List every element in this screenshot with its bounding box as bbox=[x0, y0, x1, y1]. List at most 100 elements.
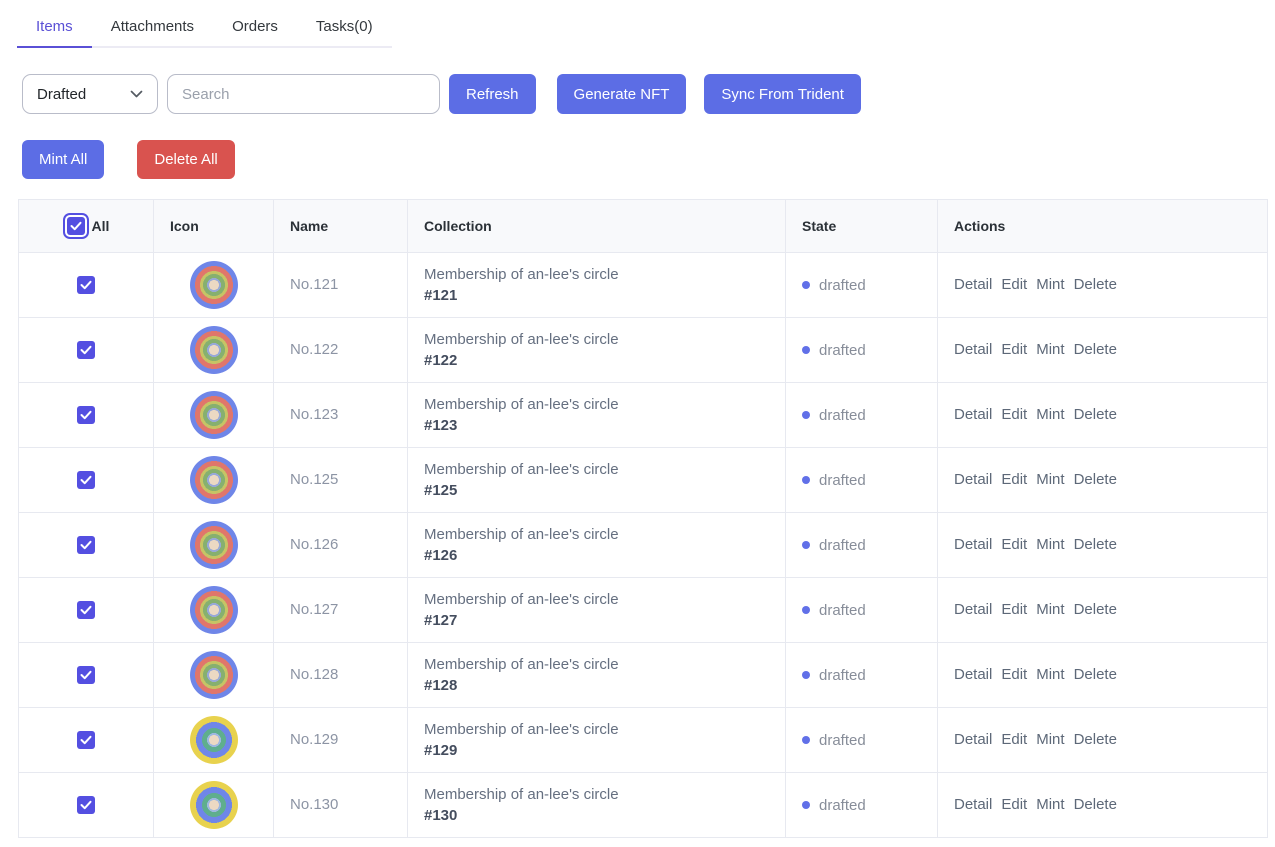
delete-link[interactable]: Delete bbox=[1073, 601, 1117, 618]
mint-link[interactable]: Mint bbox=[1036, 276, 1065, 293]
edit-link[interactable]: Edit bbox=[1001, 341, 1028, 358]
row-checkbox[interactable] bbox=[77, 405, 95, 424]
detail-link[interactable]: Detail bbox=[954, 276, 993, 293]
tab-bar: Items Attachments Orders Tasks(0) bbox=[17, 10, 392, 48]
delete-link[interactable]: Delete bbox=[1073, 341, 1117, 358]
item-name: No.123 bbox=[290, 406, 339, 423]
search-input[interactable] bbox=[167, 74, 440, 114]
tab-items[interactable]: Items bbox=[17, 10, 92, 48]
detail-link[interactable]: Detail bbox=[954, 731, 993, 748]
delete-link[interactable]: Delete bbox=[1073, 471, 1117, 488]
collection-token-id: #125 bbox=[424, 482, 458, 499]
edit-link[interactable]: Edit bbox=[1001, 406, 1028, 423]
collection-name: Membership of an-lee's circle bbox=[424, 721, 619, 738]
edit-link[interactable]: Edit bbox=[1001, 731, 1028, 748]
tab-attachments[interactable]: Attachments bbox=[110, 18, 195, 35]
row-checkbox[interactable] bbox=[77, 665, 95, 684]
detail-link[interactable]: Detail bbox=[954, 666, 993, 683]
state-dot-icon bbox=[802, 736, 810, 744]
row-checkbox[interactable] bbox=[77, 730, 95, 749]
mint-link[interactable]: Mint bbox=[1036, 536, 1065, 553]
detail-link[interactable]: Detail bbox=[954, 406, 993, 423]
state-label: drafted bbox=[819, 341, 866, 359]
state-label: drafted bbox=[819, 276, 866, 294]
refresh-button[interactable]: Refresh bbox=[449, 74, 536, 114]
mint-link[interactable]: Mint bbox=[1036, 601, 1065, 618]
detail-link[interactable]: Detail bbox=[954, 341, 993, 358]
row-actions-cell: Detail Edit Mint Delete bbox=[937, 512, 1268, 578]
state-dot-icon bbox=[802, 281, 810, 289]
mint-link[interactable]: Mint bbox=[1036, 406, 1065, 423]
row-actions-cell: Detail Edit Mint Delete bbox=[937, 382, 1268, 448]
item-name: No.127 bbox=[290, 601, 339, 618]
edit-link[interactable]: Edit bbox=[1001, 471, 1028, 488]
state-label: drafted bbox=[819, 601, 866, 619]
collection-name: Membership of an-lee's circle bbox=[424, 266, 619, 283]
delete-all-button[interactable]: Delete All bbox=[137, 140, 235, 179]
collection-name: Membership of an-lee's circle bbox=[424, 591, 619, 608]
delete-link[interactable]: Delete bbox=[1073, 666, 1117, 683]
state-filter-select[interactable]: Drafted bbox=[22, 74, 158, 114]
delete-link[interactable]: Delete bbox=[1073, 536, 1117, 553]
mint-link[interactable]: Mint bbox=[1036, 471, 1065, 488]
collection-token-id: #127 bbox=[424, 612, 458, 629]
detail-link[interactable]: Detail bbox=[954, 471, 993, 488]
nft-badge-icon bbox=[189, 651, 238, 699]
column-header-state: State bbox=[785, 199, 938, 253]
delete-link[interactable]: Delete bbox=[1073, 406, 1117, 423]
select-all-checkbox[interactable] bbox=[66, 217, 85, 235]
column-header-icon: Icon bbox=[153, 199, 274, 253]
table-row: No.122 Membership of an-lee's circle #12… bbox=[18, 317, 1268, 383]
row-checkbox[interactable] bbox=[77, 470, 95, 489]
state-dot-icon bbox=[802, 476, 810, 484]
generate-nft-button[interactable]: Generate NFT bbox=[556, 74, 687, 114]
tab-tasks0[interactable]: Tasks(0) bbox=[315, 18, 373, 35]
mint-link[interactable]: Mint bbox=[1036, 341, 1065, 358]
mint-link[interactable]: Mint bbox=[1036, 796, 1065, 813]
edit-link[interactable]: Edit bbox=[1001, 666, 1028, 683]
mint-link[interactable]: Mint bbox=[1036, 731, 1065, 748]
row-actions-cell: Detail Edit Mint Delete bbox=[937, 317, 1268, 383]
nft-badge-icon bbox=[189, 586, 238, 634]
item-name: No.125 bbox=[290, 471, 339, 488]
collection-name: Membership of an-lee's circle bbox=[424, 396, 619, 413]
nft-badge-icon bbox=[189, 326, 238, 374]
collection-token-id: #126 bbox=[424, 547, 458, 564]
chevron-down-icon bbox=[130, 86, 143, 103]
delete-link[interactable]: Delete bbox=[1073, 796, 1117, 813]
tab-orders[interactable]: Orders bbox=[232, 18, 278, 35]
edit-link[interactable]: Edit bbox=[1001, 536, 1028, 553]
row-actions-cell: Detail Edit Mint Delete bbox=[937, 447, 1268, 513]
column-header-name: Name bbox=[273, 199, 408, 253]
detail-link[interactable]: Detail bbox=[954, 601, 993, 618]
row-checkbox[interactable] bbox=[77, 600, 95, 619]
state-dot-icon bbox=[802, 671, 810, 679]
nft-badge-icon bbox=[189, 521, 238, 569]
select-all-label: All bbox=[91, 218, 110, 234]
row-actions-cell: Detail Edit Mint Delete bbox=[937, 642, 1268, 708]
delete-link[interactable]: Delete bbox=[1073, 731, 1117, 748]
collection-token-id: #128 bbox=[424, 677, 458, 694]
mint-link[interactable]: Mint bbox=[1036, 666, 1065, 683]
state-label: drafted bbox=[819, 666, 866, 684]
column-header-actions: Actions bbox=[937, 199, 1268, 253]
row-checkbox[interactable] bbox=[77, 275, 95, 294]
delete-link[interactable]: Delete bbox=[1073, 276, 1117, 293]
collection-token-id: #121 bbox=[424, 287, 458, 304]
edit-link[interactable]: Edit bbox=[1001, 601, 1028, 618]
edit-link[interactable]: Edit bbox=[1001, 276, 1028, 293]
sync-from-trident-button[interactable]: Sync From Trident bbox=[704, 74, 861, 114]
table-row: No.126 Membership of an-lee's circle #12… bbox=[18, 512, 1268, 578]
detail-link[interactable]: Detail bbox=[954, 796, 993, 813]
row-checkbox[interactable] bbox=[77, 535, 95, 554]
mint-all-button[interactable]: Mint All bbox=[22, 140, 105, 179]
edit-link[interactable]: Edit bbox=[1001, 796, 1028, 813]
nft-badge-icon bbox=[189, 456, 238, 504]
nft-badge-icon bbox=[189, 261, 238, 309]
row-actions-cell: Detail Edit Mint Delete bbox=[937, 252, 1268, 318]
row-actions-cell: Detail Edit Mint Delete bbox=[937, 577, 1268, 643]
row-checkbox[interactable] bbox=[77, 340, 95, 359]
collection-name: Membership of an-lee's circle bbox=[424, 656, 619, 673]
row-checkbox[interactable] bbox=[77, 795, 95, 814]
detail-link[interactable]: Detail bbox=[954, 536, 993, 553]
